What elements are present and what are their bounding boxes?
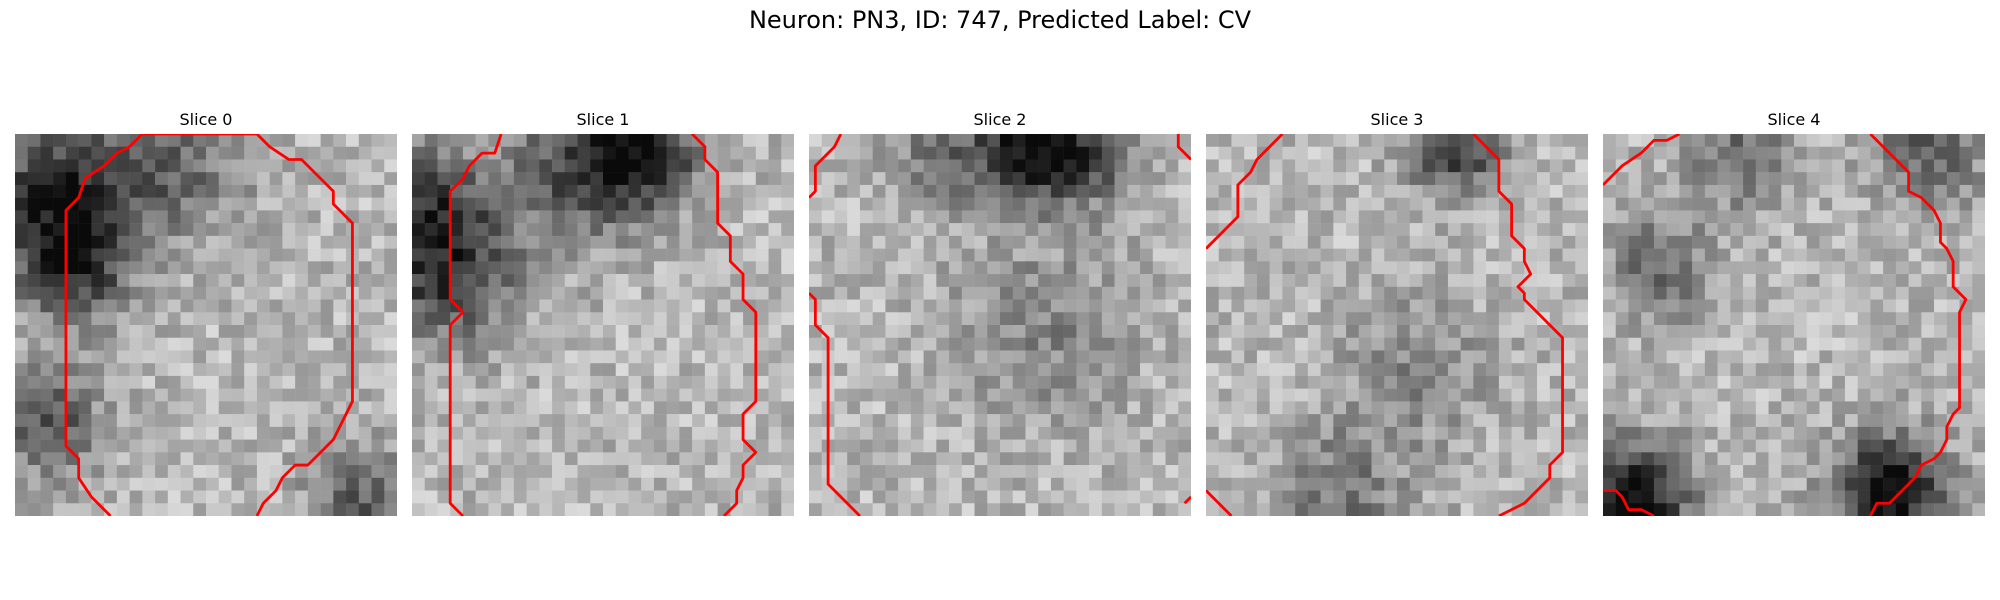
slice-image — [1603, 134, 1985, 516]
slice-image — [412, 134, 794, 516]
pixel-grid — [1206, 134, 1588, 516]
slice-image — [809, 134, 1191, 516]
slice-title: Slice 2 — [973, 110, 1027, 129]
contour-line — [1603, 134, 1681, 186]
slice-image — [1206, 134, 1588, 516]
slice-title: Slice 0 — [179, 110, 233, 129]
contour-line — [1869, 134, 1968, 516]
contour-line — [1603, 489, 1655, 516]
contour-line — [691, 134, 758, 516]
pixel-grid — [15, 134, 397, 516]
slice-image — [15, 134, 397, 516]
pixel-grid — [809, 134, 1191, 516]
contour-line — [1206, 134, 1284, 250]
contour-line — [1176, 134, 1191, 161]
slice-panel-2: Slice 2 — [809, 108, 1191, 516]
slice-panel-4: Slice 4 — [1603, 108, 1985, 516]
contour-line — [1206, 489, 1233, 516]
pixel-grid — [412, 134, 794, 516]
pixel-grid — [1603, 134, 1985, 516]
slice-panel-1: Slice 1 — [412, 108, 794, 516]
slice-title: Slice 4 — [1767, 110, 1821, 129]
contour-line — [64, 134, 354, 516]
figure-title: Neuron: PN3, ID: 747, Predicted Label: C… — [748, 6, 1252, 34]
slice-title: Slice 3 — [1370, 110, 1424, 129]
contour-line — [448, 134, 503, 516]
contour-line — [809, 292, 861, 516]
contour-line — [1472, 134, 1564, 516]
slice-title: Slice 1 — [576, 110, 630, 129]
contour-line — [809, 134, 843, 199]
contour-line — [1183, 495, 1191, 505]
slice-panel-3: Slice 3 — [1206, 108, 1588, 516]
slice-panel-0: Slice 0 — [15, 108, 397, 516]
